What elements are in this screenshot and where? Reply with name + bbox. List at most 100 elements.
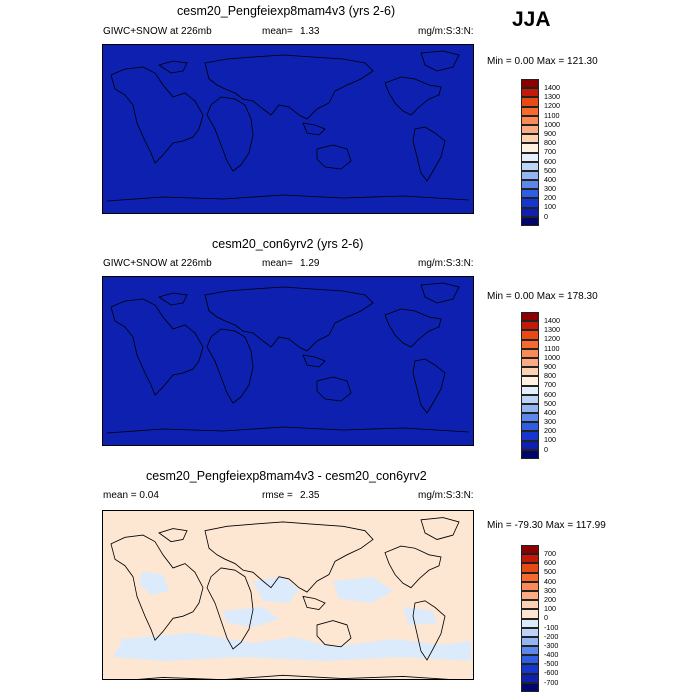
panel-2-colorbar-labels: 1400 1300 1200 1100 1000 900 800 700 600 500 400 30… [544, 316, 560, 454]
colorbar-tick-label: 600 [544, 156, 556, 166]
colorbar-tick-label: 500 [544, 567, 556, 577]
colorbar-swatch [521, 97, 539, 107]
coastline [206, 567, 254, 650]
colorbar-swatch [521, 554, 539, 564]
colorbar-swatch [521, 572, 539, 582]
coastline [206, 328, 254, 404]
panel-1-mean-label: mean= [262, 26, 293, 37]
colorbar-tick-label: 500 [544, 165, 556, 175]
colorbar-tick-label: 600 [544, 389, 556, 399]
coastline [412, 358, 446, 414]
colorbar-tick-label: 1100 [544, 343, 560, 353]
colorbar-tick-label: 100 [544, 604, 556, 614]
colorbar-swatch [521, 207, 539, 217]
colorbar-swatch [521, 545, 539, 555]
colorbar-swatch [521, 79, 539, 89]
anomaly-region [223, 607, 279, 627]
colorbar-swatch [521, 367, 539, 377]
colorbar-swatch [521, 339, 539, 349]
coastline [384, 76, 442, 116]
colorbar-tick-label: 1000 [544, 352, 560, 362]
colorbar-swatch [521, 609, 539, 619]
anomaly-region [333, 577, 393, 603]
coastline [158, 292, 188, 306]
coastlines [106, 50, 470, 202]
colorbar-swatch [521, 376, 539, 386]
colorbar-swatch [521, 413, 539, 423]
colorbar-swatch [521, 440, 539, 450]
panel-3-units: mg/m:S:3:N: [418, 490, 474, 501]
anomaly-region [139, 571, 169, 595]
colorbar-swatch [521, 673, 539, 683]
colorbar-swatch [521, 682, 539, 692]
colorbar-swatch [521, 646, 539, 656]
colorbar-swatch [521, 636, 539, 647]
coastline [420, 517, 460, 540]
coastlines [106, 282, 470, 434]
coastline [158, 60, 188, 74]
colorbar-tick-label: 800 [544, 371, 556, 381]
coastline [204, 286, 374, 352]
map-fill [103, 45, 473, 213]
colorbar-tick-label: 1200 [544, 334, 560, 344]
colorbar-tick-label: 1300 [544, 325, 560, 335]
panel-2-variable-label: GIWC+SNOW at 226mb [103, 258, 212, 269]
panel-3-rmse-label: rmse = [262, 490, 293, 501]
panel-1-colorbar-labels: 1400 1300 1200 1100 1000 900 800 700 600 500 400 30… [544, 83, 560, 221]
panel-3-minmax: Min = -79.30 Max = 117.99 [487, 520, 606, 531]
panel-1-variable-label: GIWC+SNOW at 226mb [103, 26, 212, 37]
colorbar-tick-label: -300 [544, 640, 559, 650]
colorbar-swatch [521, 321, 539, 331]
colorbar-swatch [521, 449, 539, 459]
colorbar-tick-label: 200 [544, 426, 556, 436]
colorbar-tick-label: 1400 [544, 83, 560, 92]
colorbar-swatch [521, 403, 539, 414]
coastline [106, 426, 470, 434]
colorbar-tick-label: 1200 [544, 101, 560, 111]
colorbar-tick-label: 300 [544, 184, 556, 194]
colorbar-tick-label: 1300 [544, 92, 560, 102]
colorbar-swatch [521, 88, 539, 98]
colorbar-tick-label: 0 [544, 444, 548, 454]
colorbar-tick-label: 1100 [544, 110, 560, 120]
colorbar-tick-label: -600 [544, 668, 559, 678]
coastline [110, 298, 204, 396]
panel-1-colorbar [521, 79, 539, 226]
colorbar-tick-label: 1000 [544, 119, 560, 129]
colorbar-swatch [521, 385, 539, 395]
panel-2-colorbar [521, 312, 539, 459]
coastline [412, 126, 446, 182]
panel-2-minmax: Min = 0.00 Max = 178.30 [487, 291, 598, 302]
colorbar-swatch [521, 590, 539, 601]
colorbar-tick-label: 600 [544, 558, 556, 568]
colorbar-swatch [521, 170, 539, 181]
coastline [110, 534, 204, 642]
coastline [316, 376, 352, 402]
coastline [204, 54, 374, 120]
colorbar-tick-label: 700 [544, 147, 556, 157]
coastline [106, 194, 470, 202]
colorbar-tick-label: 400 [544, 576, 556, 586]
colorbar-tick-label: 900 [544, 128, 556, 138]
panel-3-title: cesm20_Pengfeiexp8mam4v3 - cesm20_con6yr… [146, 469, 427, 483]
coastline [384, 545, 442, 589]
colorbar-tick-label: 100 [544, 202, 556, 212]
colorbar-tick-label: 500 [544, 398, 556, 408]
panel-3-map [102, 510, 474, 680]
colorbar-tick-label: 300 [544, 585, 556, 595]
colorbar-tick-label: 1400 [544, 316, 560, 325]
colorbar-tick-label: 400 [544, 174, 556, 184]
colorbar-swatch [521, 312, 539, 322]
coastline [302, 354, 326, 368]
panel-1-minmax: Min = 0.00 Max = 121.30 [487, 56, 598, 67]
colorbar-swatch [521, 134, 539, 144]
colorbar-tick-label: -400 [544, 650, 559, 660]
coastline [420, 50, 460, 72]
panel-3-colorbar-labels: 700 600 500 400 300 200 100 0 -100 -200 -300 -400 -5… [544, 549, 558, 687]
colorbar-swatch [521, 664, 539, 674]
colorbar-swatch [521, 152, 539, 162]
coastline [137, 674, 450, 679]
colorbar-swatch [521, 189, 539, 199]
colorbar-swatch [521, 115, 539, 125]
colorbar-swatch [521, 655, 539, 665]
